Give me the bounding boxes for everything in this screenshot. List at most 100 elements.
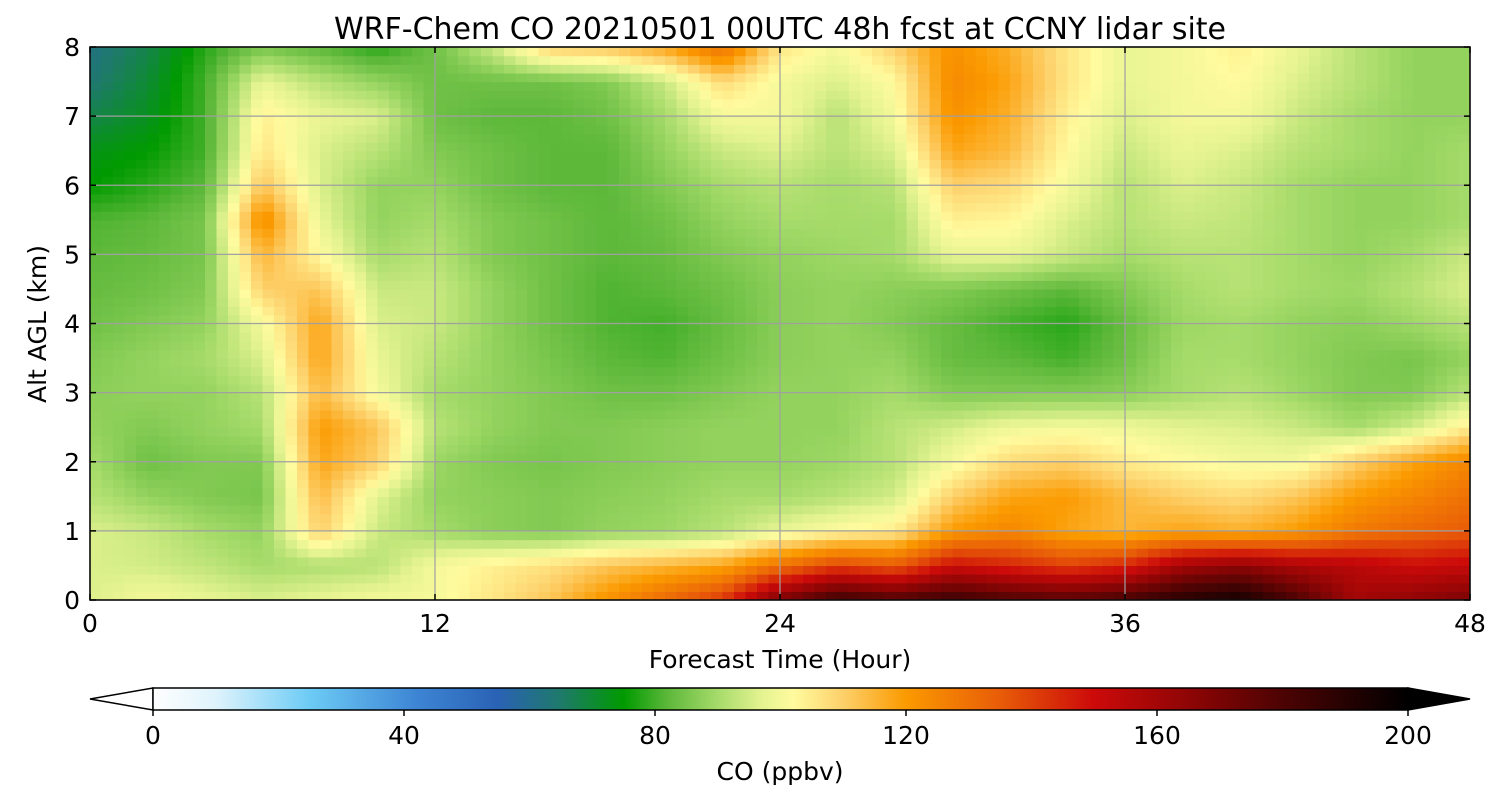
heatmap-cell (1251, 288, 1264, 299)
heatmap-cell (584, 349, 597, 359)
heatmap-cell (1251, 591, 1264, 600)
heatmap-cell (320, 280, 333, 290)
heatmap-cell (308, 574, 321, 584)
heatmap-cell (366, 383, 379, 394)
heatmap-cell (124, 392, 137, 402)
heatmap-cell (354, 254, 367, 264)
heatmap-cell (423, 340, 436, 351)
heatmap-cell (998, 332, 1011, 342)
heatmap-cell (952, 582, 965, 592)
heatmap-cell (883, 461, 896, 471)
heatmap-cell (170, 591, 183, 600)
heatmap-cell (791, 444, 804, 454)
heatmap-cell (504, 513, 517, 523)
heatmap-cell (1343, 383, 1356, 394)
heatmap-cell (147, 263, 160, 273)
heatmap-cell (1113, 479, 1126, 489)
heatmap-cell (642, 349, 655, 359)
heatmap-cell (1125, 323, 1138, 333)
heatmap-cell (1389, 470, 1402, 480)
heatmap-cell (803, 539, 816, 549)
heatmap-cell (400, 401, 413, 411)
heatmap-cell (101, 237, 114, 247)
heatmap-cell (975, 349, 988, 359)
heatmap-cell (734, 297, 747, 307)
heatmap-cell (136, 479, 149, 489)
heatmap-cell (849, 245, 862, 255)
heatmap-cell (630, 306, 643, 316)
heatmap-cell (1286, 332, 1299, 342)
heatmap-cell (90, 237, 103, 247)
heatmap-cell (722, 306, 735, 316)
heatmap-cell (883, 366, 896, 376)
heatmap-cell (573, 263, 586, 273)
heatmap-cell (642, 332, 655, 342)
heatmap-cell (952, 427, 965, 437)
heatmap-cell (389, 565, 402, 575)
heatmap-cell (1424, 548, 1437, 558)
heatmap-cell (745, 366, 758, 376)
heatmap-cell (1309, 565, 1322, 575)
heatmap-cell (262, 496, 275, 506)
heatmap-cell (699, 297, 712, 307)
heatmap-cell (1228, 548, 1241, 558)
heatmap-cell (216, 349, 229, 359)
heatmap-cell (780, 444, 793, 454)
heatmap-cell (527, 435, 540, 446)
heatmap-cell (170, 306, 183, 316)
heatmap-cell (1458, 323, 1470, 333)
heatmap-cell (1067, 556, 1080, 567)
heatmap-cell (952, 271, 965, 281)
heatmap-cell (1297, 565, 1310, 575)
heatmap-cell (1217, 288, 1230, 299)
heatmap-cell (653, 556, 666, 567)
heatmap-cell (251, 263, 264, 273)
heatmap-cell (1182, 591, 1195, 600)
heatmap-cell (1228, 565, 1241, 575)
heatmap-cell (159, 513, 172, 523)
heatmap-cell (918, 254, 931, 264)
heatmap-cell (1447, 409, 1460, 420)
heatmap-cell (228, 332, 241, 342)
heatmap-cell (975, 288, 988, 299)
heatmap-cell (274, 383, 287, 394)
heatmap-cell (239, 297, 252, 307)
heatmap-cell (205, 254, 218, 264)
heatmap-cell (653, 401, 666, 411)
heatmap-cell (653, 427, 666, 437)
heatmap-cell (1194, 323, 1207, 333)
heatmap-cell (262, 401, 275, 411)
heatmap-cell (837, 565, 850, 575)
heatmap-cell (1113, 245, 1126, 255)
heatmap-cell (285, 513, 298, 523)
heatmap-cell (504, 358, 517, 368)
heatmap-cell (1309, 487, 1322, 497)
heatmap-cell (1401, 504, 1414, 515)
heatmap-cell (1458, 504, 1470, 515)
heatmap-cell (803, 591, 816, 600)
heatmap-cell (354, 444, 367, 454)
heatmap-cell (665, 306, 678, 316)
heatmap-cell (1136, 530, 1149, 541)
heatmap-cell (837, 574, 850, 584)
heatmap-cell (653, 366, 666, 376)
heatmap-cell (182, 254, 195, 264)
heatmap-cell (676, 297, 689, 307)
heatmap-cell (1447, 418, 1460, 428)
heatmap-cell (1090, 323, 1103, 333)
heatmap-cell (274, 401, 287, 411)
heatmap-cell (1332, 409, 1345, 420)
heatmap-cell (1332, 487, 1345, 497)
heatmap-cell (1102, 470, 1115, 480)
heatmap-cell (1136, 392, 1149, 402)
heatmap-cell (1067, 297, 1080, 307)
heatmap-cell (343, 401, 356, 411)
heatmap-cell (998, 530, 1011, 541)
heatmap-cell (630, 392, 643, 402)
heatmap-cell (837, 314, 850, 325)
heatmap-cell (458, 435, 471, 446)
heatmap-cell (1148, 332, 1161, 342)
heatmap-cell (527, 340, 540, 351)
heatmap-cell (642, 556, 655, 567)
heatmap-cell (1090, 461, 1103, 471)
